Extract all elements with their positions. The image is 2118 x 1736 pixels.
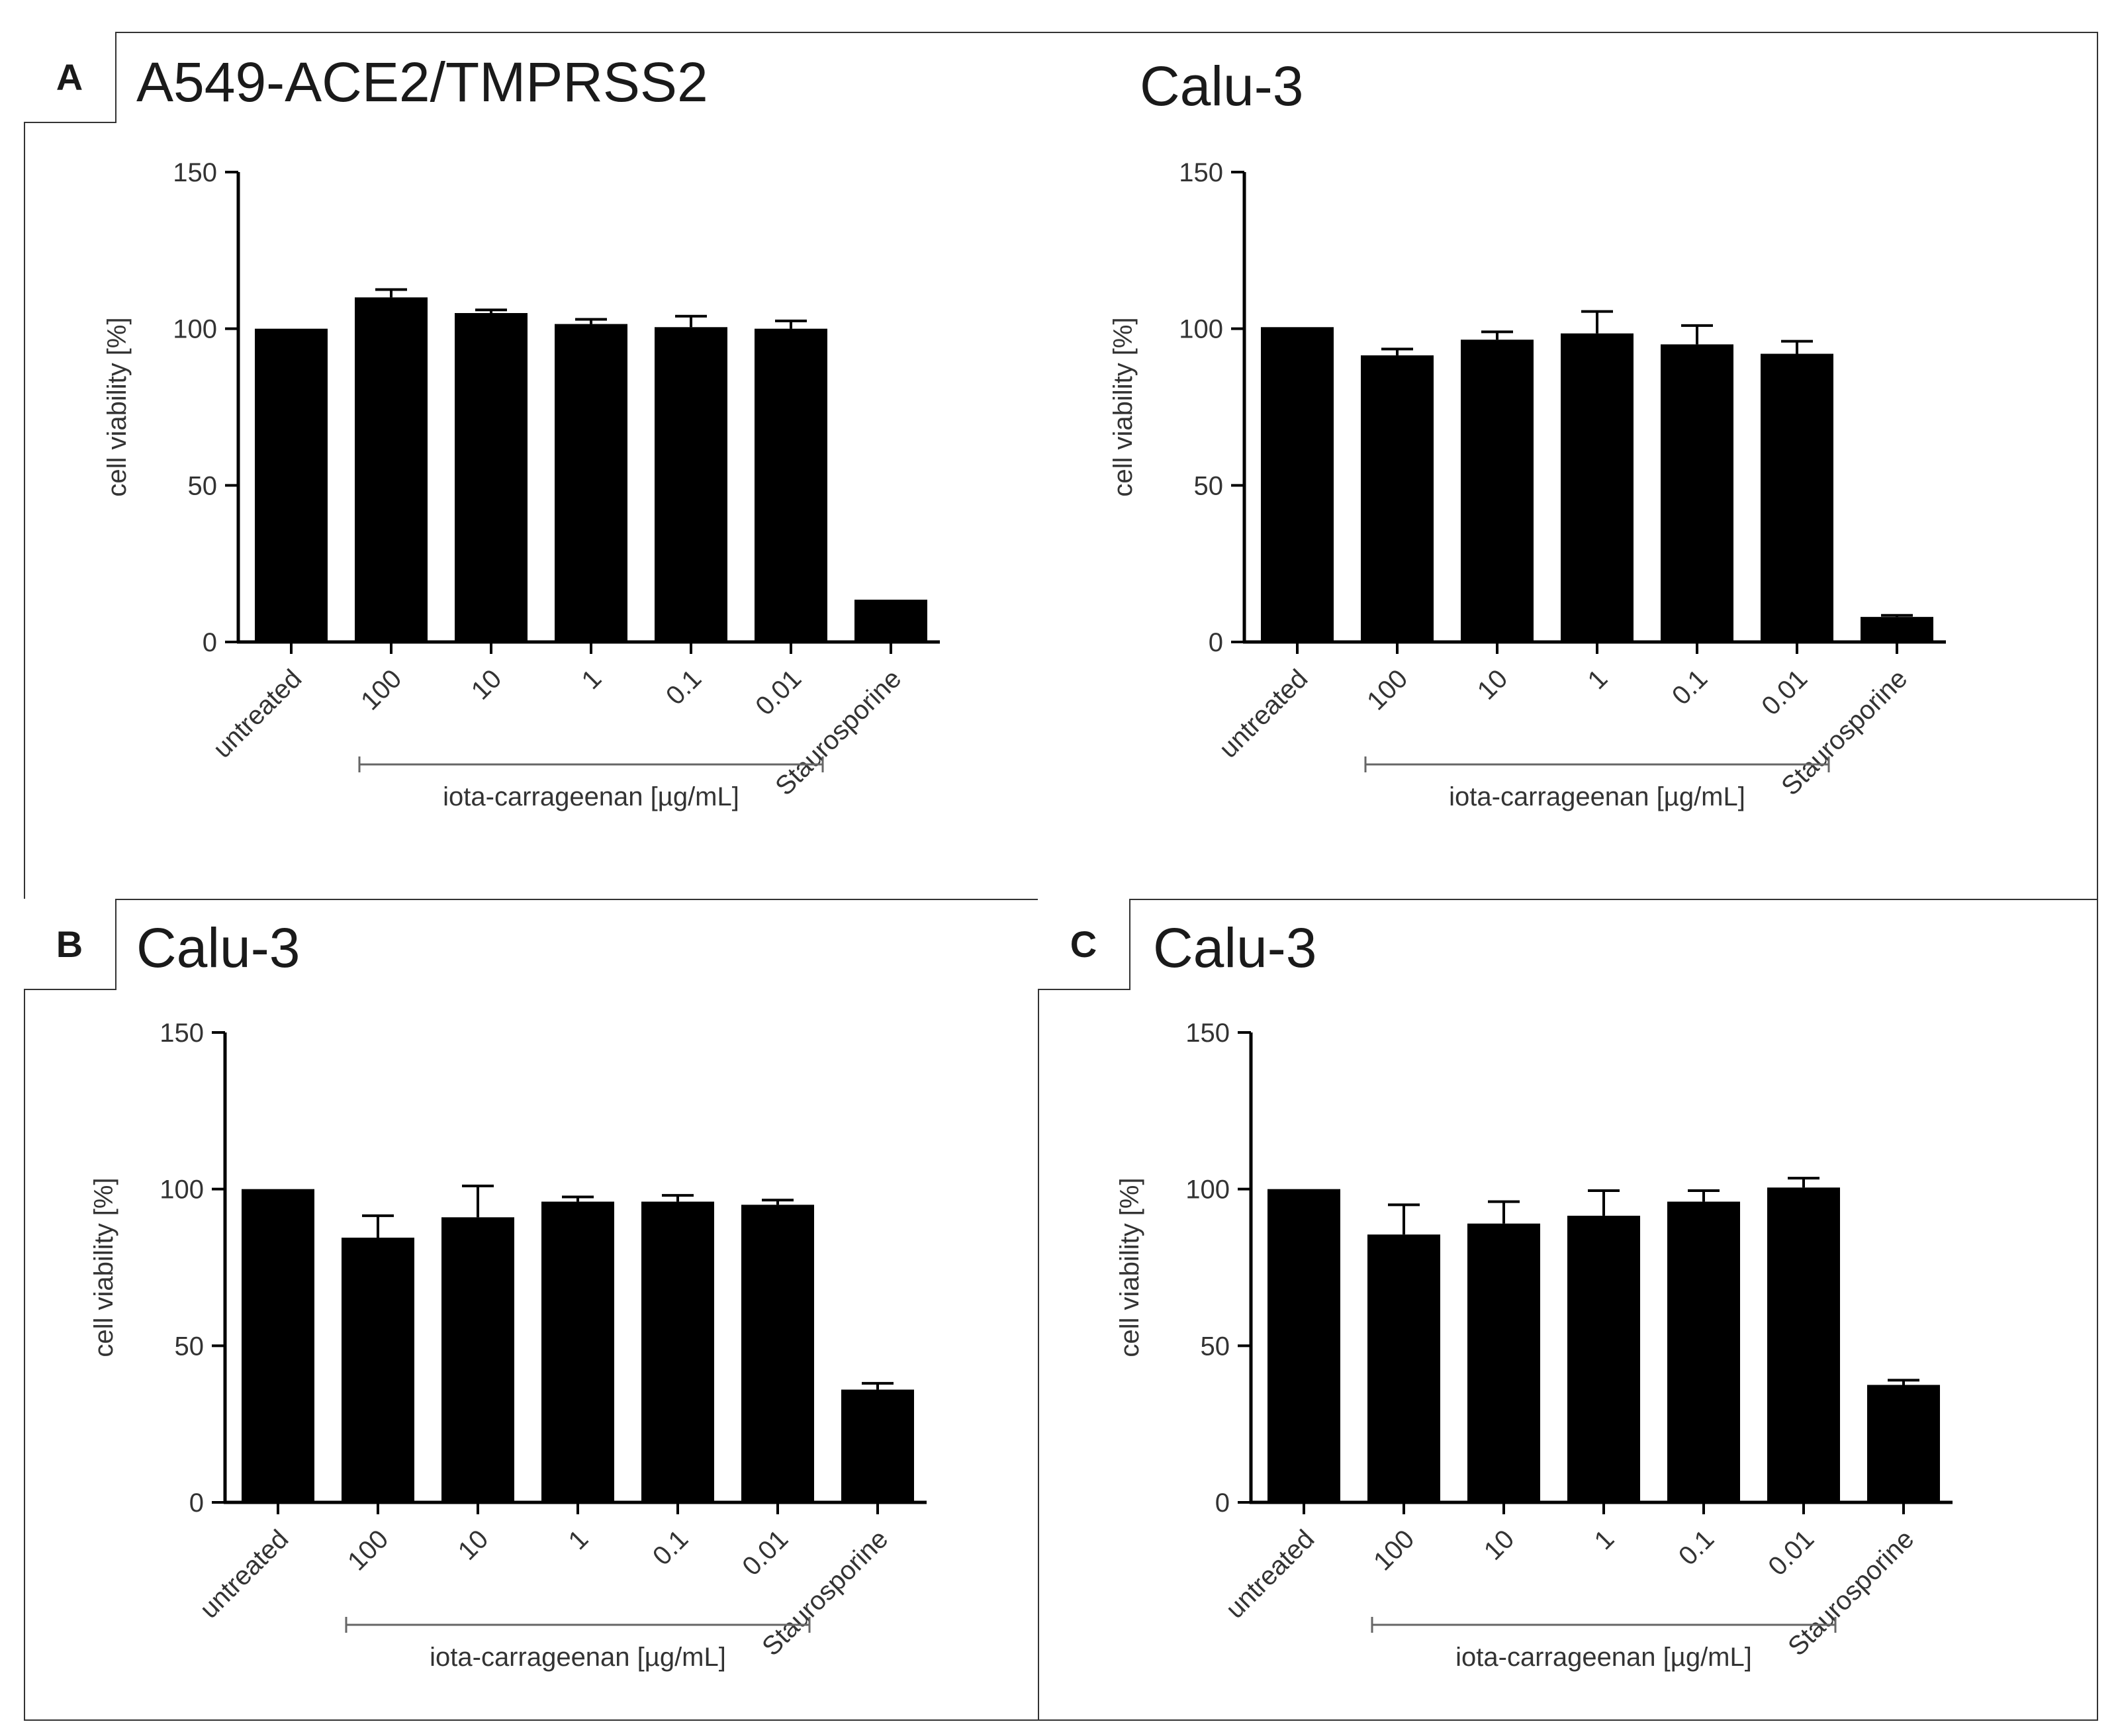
x-tick-label: 10: [466, 664, 508, 706]
y-tick-label: 0: [1209, 628, 1223, 657]
y-tick-label: 100: [1179, 315, 1223, 344]
bar: [1767, 1187, 1840, 1502]
chart-a1-title: A549-ACE2/TMPRSS2: [136, 51, 708, 113]
group-label: iota-carrageenan [µg/mL]: [443, 782, 739, 811]
x-tick-label: 100: [355, 664, 407, 715]
x-tick-label: 0.01: [737, 1524, 794, 1581]
y-axis-label: cell viability [%]: [103, 317, 132, 496]
x-tick-label: 100: [342, 1524, 394, 1576]
y-axis-label: cell viability [%]: [89, 1177, 118, 1357]
chart-c: 0 50 100 150 cell viability [%] untreated 100 1…: [1115, 1019, 1953, 1672]
y-tick-label: 150: [173, 158, 217, 187]
y-tick-label: 150: [160, 1019, 204, 1048]
x-tick-label: 0.1: [647, 1524, 694, 1571]
bar: [1867, 1385, 1940, 1502]
bar: [242, 1189, 314, 1502]
y-tick-label: 50: [1201, 1332, 1230, 1361]
bar: [741, 1205, 814, 1502]
bar: [1761, 353, 1833, 642]
bar: [1261, 327, 1334, 642]
chart-c-title: Calu-3: [1153, 917, 1317, 979]
panel-c-letter: C: [1038, 899, 1130, 990]
x-tick-label: untreated: [195, 1524, 295, 1624]
chart-b-title: Calu-3: [136, 917, 300, 979]
panel-c-frame: [1038, 899, 2098, 1721]
bar: [1561, 333, 1634, 642]
y-tick-label: 150: [1179, 158, 1223, 187]
chart-a2-title: Calu-3: [1140, 55, 1304, 117]
x-tick-label: 10: [1479, 1524, 1520, 1566]
x-tick-label: 0.01: [1756, 664, 1813, 721]
bar: [755, 328, 827, 642]
y-tick-label: 0: [189, 1488, 204, 1518]
bar: [1361, 355, 1434, 642]
panel-b-letter: B: [24, 899, 116, 990]
x-tick-label: 0.1: [1667, 664, 1713, 710]
chart-b: 0 50 100 150 cell viability [%] untreated 100 1…: [89, 1019, 927, 1672]
y-tick-label: 100: [160, 1175, 204, 1205]
x-tick-label: 1: [563, 1524, 594, 1555]
x-tick-label: untreated: [1220, 1524, 1320, 1624]
bar: [1461, 340, 1534, 642]
bar: [355, 297, 428, 642]
x-tick-label: untreated: [208, 664, 308, 764]
x-tick-label: 1: [1589, 1524, 1620, 1555]
bar: [441, 1217, 514, 1502]
y-tick-label: 50: [1194, 471, 1224, 500]
y-tick-label: 50: [175, 1332, 205, 1361]
x-tick-label: 0.1: [1673, 1524, 1720, 1571]
bar: [655, 327, 727, 642]
y-tick-label: 50: [188, 471, 218, 500]
x-tick-label: 0.01: [1763, 1524, 1819, 1581]
bar: [1267, 1189, 1340, 1502]
bar: [455, 313, 528, 642]
group-label: iota-carrageenan [µg/mL]: [1455, 1643, 1752, 1672]
bar: [255, 328, 328, 642]
bar: [1861, 617, 1933, 642]
bar: [1367, 1234, 1440, 1502]
group-label: iota-carrageenan [µg/mL]: [1449, 782, 1745, 811]
y-tick-label: 0: [203, 628, 217, 657]
panel-a-letter: A: [24, 32, 116, 123]
x-tick-label: untreated: [1214, 664, 1314, 764]
y-tick-label: 100: [1185, 1175, 1230, 1205]
bar: [1667, 1201, 1740, 1502]
bar: [641, 1201, 714, 1502]
bar: [1467, 1223, 1540, 1502]
chart-a2: 0 50 100 150 cell viability [%] untreated 100 1…: [1109, 158, 1946, 811]
chart-a1: 0 50 100 150 cell viability [%] untreated 100 1…: [103, 158, 940, 811]
group-label: iota-carrageenan [µg/mL]: [430, 1643, 726, 1672]
x-tick-label: 0.01: [750, 664, 807, 721]
x-tick-label: 10: [453, 1524, 494, 1566]
bar: [854, 600, 927, 642]
x-tick-label: 1: [1583, 664, 1614, 695]
x-tick-label: 100: [1361, 664, 1413, 715]
y-tick-label: 0: [1215, 1488, 1230, 1518]
y-tick-label: 100: [173, 315, 217, 344]
bar: [555, 324, 627, 642]
y-axis-label: cell viability [%]: [1115, 1177, 1144, 1357]
x-tick-label: 0.1: [661, 664, 707, 710]
bar: [342, 1238, 414, 1502]
x-tick-label: 100: [1368, 1524, 1420, 1576]
y-axis-label: cell viability [%]: [1109, 317, 1138, 496]
bar: [841, 1389, 914, 1502]
bar: [541, 1201, 614, 1502]
bar: [1661, 344, 1733, 642]
x-tick-label: 1: [576, 664, 608, 695]
x-tick-label: 10: [1472, 664, 1514, 706]
y-tick-label: 150: [1185, 1019, 1230, 1048]
bar: [1567, 1215, 1640, 1502]
